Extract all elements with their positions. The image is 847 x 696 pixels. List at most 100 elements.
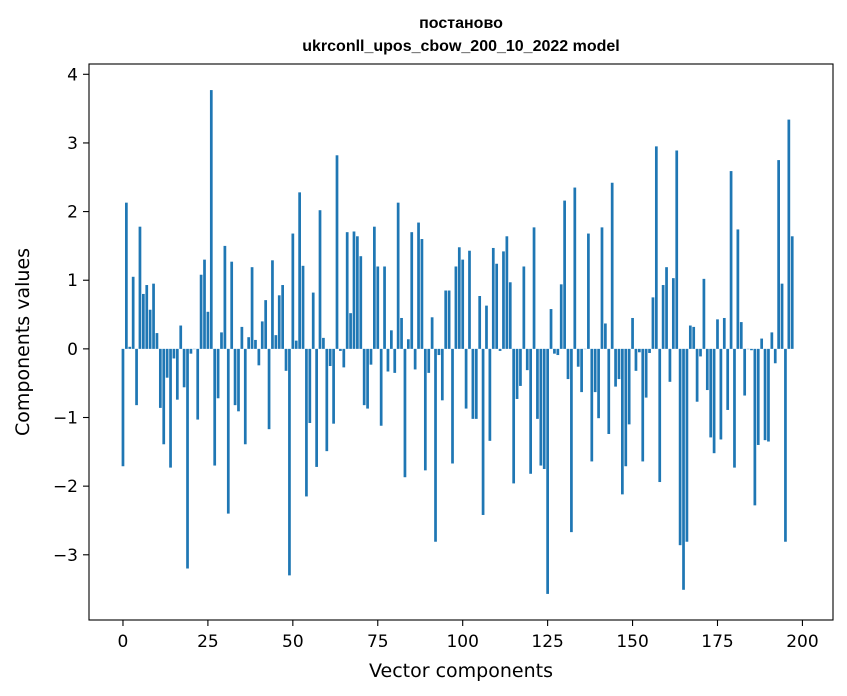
bar [345, 232, 349, 349]
bar [580, 348, 583, 393]
bar [471, 348, 475, 419]
bar [440, 348, 444, 401]
bar [457, 247, 461, 349]
bar [481, 348, 485, 515]
bar [142, 293, 145, 349]
y-tick-label: 0 [67, 340, 78, 360]
bar [393, 348, 397, 373]
x-tick-label: 175 [701, 632, 733, 652]
bar [135, 348, 138, 406]
bar [318, 210, 322, 349]
bar [563, 200, 566, 349]
bar [719, 348, 723, 440]
bar [373, 226, 376, 349]
bar [451, 348, 454, 464]
bar [739, 322, 743, 349]
bar [254, 339, 257, 349]
x-tick-label: 150 [616, 632, 648, 652]
bar [736, 229, 740, 349]
x-tick-label: 75 [367, 632, 389, 652]
bar [342, 348, 346, 368]
bar [138, 226, 142, 349]
bar [678, 348, 682, 546]
x-axis-ticks: 0 25 50 75 100 125 150 175 200 [118, 620, 819, 652]
bar [383, 266, 386, 349]
bar [454, 266, 458, 349]
bar [617, 348, 621, 380]
bar [352, 231, 356, 349]
bar [634, 348, 638, 371]
bar [250, 267, 254, 349]
x-tick-label: 125 [531, 632, 563, 652]
bar [328, 348, 332, 367]
bar [638, 348, 641, 353]
bar [522, 266, 526, 349]
bar [165, 348, 169, 378]
bar [247, 337, 251, 349]
bar [162, 348, 166, 445]
x-tick-label: 0 [118, 632, 129, 652]
bar [529, 348, 532, 474]
bar [158, 348, 162, 408]
bar [267, 348, 271, 430]
bar [281, 285, 284, 349]
y-tick-label: 4 [67, 65, 78, 85]
bar [641, 348, 645, 462]
bar [502, 251, 505, 349]
chart-title: постаново [419, 15, 503, 32]
bar [495, 263, 499, 349]
bar [233, 348, 237, 406]
bar [525, 348, 529, 371]
bar [294, 340, 298, 349]
bar [257, 348, 261, 366]
bar [512, 348, 516, 484]
bar [709, 348, 713, 438]
bar [488, 348, 492, 441]
y-tick-label: 3 [67, 134, 78, 154]
bar [654, 146, 658, 349]
bar [121, 348, 125, 467]
bar [172, 348, 176, 359]
bar [729, 171, 733, 349]
bar [549, 309, 553, 349]
bar [311, 292, 315, 349]
plot-frame [88, 63, 834, 621]
bar [750, 348, 753, 351]
bar [726, 348, 730, 410]
bar [400, 317, 403, 349]
bar [712, 348, 716, 454]
bar [237, 348, 240, 412]
bar [155, 333, 159, 349]
bar [396, 202, 400, 349]
bar [464, 348, 468, 409]
bar [756, 348, 760, 445]
bar [668, 348, 672, 382]
bar [590, 348, 594, 462]
bar [621, 348, 624, 495]
bar [546, 348, 549, 594]
bar [468, 250, 471, 349]
bar [206, 311, 210, 349]
bar [213, 348, 217, 466]
bar [308, 348, 312, 423]
bar [770, 332, 774, 349]
y-axis-label: Components values [12, 248, 34, 436]
bar [702, 278, 706, 349]
bar [733, 348, 736, 468]
bar [264, 300, 268, 349]
bar [688, 325, 692, 349]
bar [359, 256, 363, 349]
bar [773, 348, 777, 364]
x-tick-label: 25 [197, 632, 219, 652]
bar [556, 348, 560, 356]
bar [182, 348, 186, 388]
bar [362, 348, 366, 406]
bar [566, 348, 570, 380]
bar [434, 348, 437, 542]
bar [478, 296, 482, 349]
bar [536, 348, 539, 419]
bar [753, 348, 757, 506]
bar [461, 259, 465, 349]
bar [474, 348, 478, 419]
bar [498, 348, 502, 351]
